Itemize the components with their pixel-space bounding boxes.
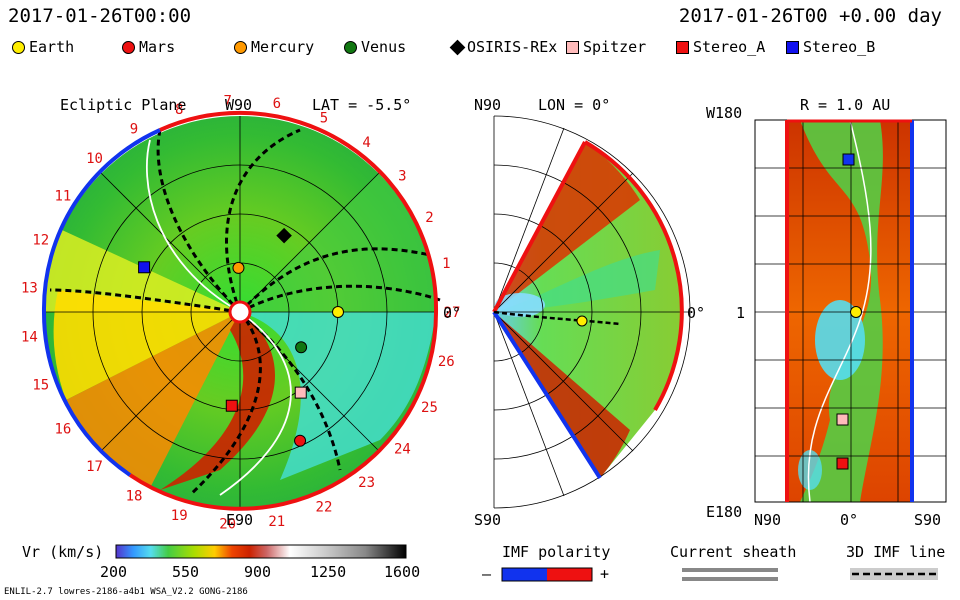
radial-xtick-1: 0°	[840, 511, 859, 529]
ecliptic-title: Ecliptic Plane	[60, 96, 187, 114]
legend-item-stereo-a: Stereo_A	[676, 38, 765, 56]
rotation-tick-label: 3	[398, 169, 406, 185]
body-marker-stereo-b	[138, 261, 151, 274]
rotation-tick-label: 8	[175, 102, 183, 118]
rotation-tick-label: 23	[358, 475, 375, 491]
rotation-tick-label: 12	[32, 232, 49, 248]
rotation-tick-label: 22	[316, 500, 333, 516]
body-marker-spitzer	[294, 386, 307, 399]
imf-polarity-plus: +	[600, 565, 610, 583]
legend-label: Mars	[139, 38, 176, 56]
rotation-tick-label: 6	[273, 96, 281, 112]
body-marker-venus	[295, 341, 308, 354]
rotation-tick-label: 25	[421, 400, 438, 416]
ecliptic-panel	[41, 110, 441, 511]
ecliptic-top-label: W90	[225, 96, 253, 114]
legend-item-stereo-b: Stereo_B	[786, 38, 875, 56]
rotation-tick-label: 4	[362, 135, 370, 151]
rotation-tick-label: 10	[86, 151, 103, 167]
radial-title: R = 1.0 AU	[800, 96, 891, 114]
colorbar-tick: 1250	[310, 563, 347, 581]
ecliptic-lat-label: LAT = -5.5°	[312, 96, 412, 114]
radial-top-left: W180	[706, 104, 743, 122]
imf-polarity-minus: –	[482, 565, 492, 583]
body-markers	[138, 227, 344, 447]
rotation-tick-label: 1	[442, 256, 450, 272]
radial-mid-label: 1	[736, 304, 746, 322]
model-footer: ENLIL-2.7 lowres-2186-a4b1 WSA_V2.2 GONG…	[4, 587, 248, 597]
body-marker-stereo-a	[225, 399, 238, 412]
rotation-tick-label: 2	[425, 210, 433, 226]
radial-xtick-0: N90	[754, 511, 782, 529]
colorbar-tick: 200	[100, 563, 128, 581]
legend-label: Venus	[361, 38, 407, 56]
timestamp-right: 2017-01-26T00 +0.00 day	[678, 5, 942, 27]
body-marker-osiris-rex	[276, 227, 292, 244]
radial-bottom-left: E180	[706, 503, 743, 521]
legend-label: Spitzer	[583, 38, 647, 56]
circle-icon	[344, 40, 357, 54]
colorbar	[115, 544, 407, 559]
rotation-tick-label: 27	[444, 305, 461, 321]
body-marker-mars	[294, 434, 307, 447]
timestamp-left: 2017-01-26T00:00	[8, 5, 192, 27]
legend-label: Stereo_A	[693, 38, 766, 56]
legend-item-earth: Earth	[12, 38, 74, 56]
rotation-tick-label: 13	[21, 280, 38, 296]
rotation-tick-label: 20	[219, 517, 236, 533]
rotation-tick-label: 24	[394, 441, 411, 457]
meridional-lon-label: LON = 0°	[538, 96, 611, 114]
rotation-tick-label: 7	[223, 93, 231, 109]
meridional-panel	[492, 115, 691, 509]
square-icon	[786, 40, 799, 54]
rotation-tick-label: 19	[171, 508, 188, 524]
colorbar-tick: 550	[172, 563, 200, 581]
circle-icon	[234, 40, 247, 54]
meridional-right-label: 0°	[687, 304, 706, 322]
imf-line-label: 3D IMF line	[846, 543, 946, 561]
rotation-tick-label: 18	[126, 489, 143, 505]
legend-item-venus: Venus	[344, 38, 406, 56]
rotation-tick-label: 9	[130, 121, 138, 137]
legend-label: OSIRIS-REx	[467, 38, 558, 56]
ecliptic-right-label: 0°	[443, 304, 462, 322]
legend-item-osiris-rex: OSIRIS-REx	[449, 38, 558, 56]
imf-line-swatch	[850, 568, 938, 580]
polarity-negative-swatch	[502, 568, 547, 581]
ecliptic-bottom-label: E90	[226, 511, 254, 529]
meridional-top-label: N90	[474, 96, 502, 114]
legend-label: Earth	[29, 38, 75, 56]
current-sheath-label: Current sheath	[670, 543, 797, 561]
colorbar-label: Vr (km/s)	[22, 543, 104, 561]
rotation-tick-label: 11	[54, 189, 71, 205]
rotation-tick-label: 16	[54, 421, 71, 437]
square-icon	[566, 40, 579, 54]
radial-xtick-2: S90	[914, 511, 942, 529]
square-icon	[676, 40, 689, 54]
current-sheath-swatch	[682, 568, 778, 572]
meridional-bottom-label: S90	[474, 511, 502, 529]
legend-item-mars: Mars	[122, 38, 175, 56]
radial-panel	[754, 119, 947, 503]
legend-label: Mercury	[251, 38, 315, 56]
rotation-tick-label: 14	[21, 330, 38, 346]
rotation-tick-label: 17	[86, 459, 103, 475]
circle-icon	[122, 40, 135, 54]
polarity-positive-swatch	[547, 568, 592, 581]
colorbar-tick: 1600	[384, 563, 421, 581]
legend-item-mercury: Mercury	[234, 38, 314, 56]
body-marker-earth	[332, 306, 344, 318]
legend-item-spitzer: Spitzer	[566, 38, 646, 56]
body-marker-mercury	[232, 261, 245, 274]
rotation-tick-label: 15	[32, 378, 49, 394]
imf-polarity-label: IMF polarity	[502, 543, 611, 561]
rotation-tick-label: 21	[268, 514, 285, 530]
rotation-tick-label: 26	[438, 354, 455, 370]
circle-icon	[12, 40, 25, 54]
colorbar-tick: 900	[244, 563, 272, 581]
rotation-tick-label: 5	[320, 110, 328, 126]
legend-label: Stereo_B	[803, 38, 876, 56]
